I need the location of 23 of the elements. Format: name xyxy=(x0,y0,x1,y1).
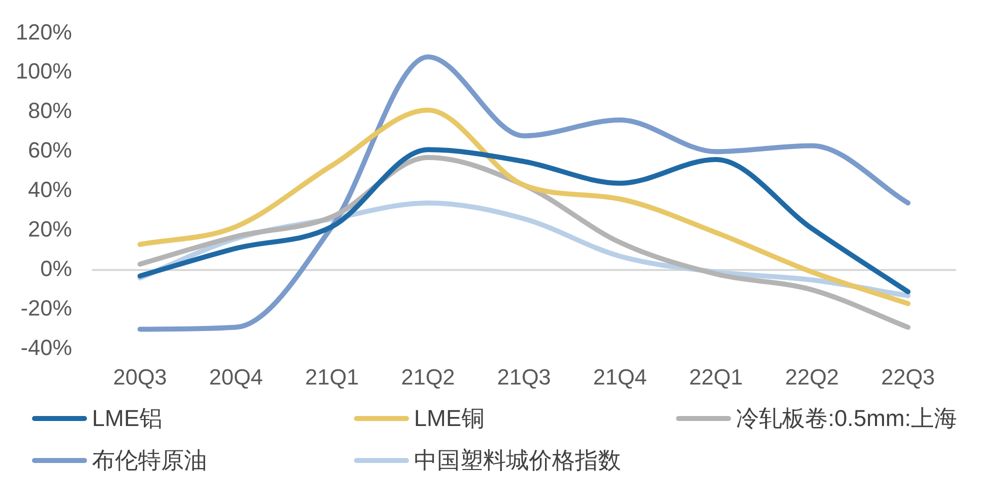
legend-label: LME铝 xyxy=(92,404,162,432)
y-tick-label: -40% xyxy=(20,335,72,360)
y-tick-label: 40% xyxy=(28,177,72,202)
y-tick-label: 120% xyxy=(16,19,72,44)
y-tick-label: 100% xyxy=(16,58,72,84)
x-tick-label: 22Q2 xyxy=(785,364,839,390)
y-tick-label: 20% xyxy=(28,216,72,242)
legend-label: 冷轧板卷:0.5mm:上海 xyxy=(736,404,958,432)
y-tick-label: 80% xyxy=(28,98,72,124)
x-tick-label: 21Q3 xyxy=(497,364,551,390)
x-tick-label: 21Q4 xyxy=(593,364,647,390)
legend-label: LME铜 xyxy=(414,404,484,432)
legend-label: 中国塑料城价格指数 xyxy=(414,446,621,474)
x-tick-label: 20Q3 xyxy=(113,364,167,390)
x-tick-label: 21Q2 xyxy=(401,364,455,390)
x-tick-label: 22Q1 xyxy=(689,364,743,390)
y-tick-label: 60% xyxy=(28,138,72,163)
x-tick-label: 21Q1 xyxy=(305,364,359,390)
legend-label: 布伦特原油 xyxy=(92,446,207,474)
y-tick-label: -20% xyxy=(20,296,72,321)
y-tick-label: 0% xyxy=(40,256,72,282)
x-tick-label: 20Q4 xyxy=(209,364,263,390)
x-tick-label: 22Q3 xyxy=(881,364,935,390)
